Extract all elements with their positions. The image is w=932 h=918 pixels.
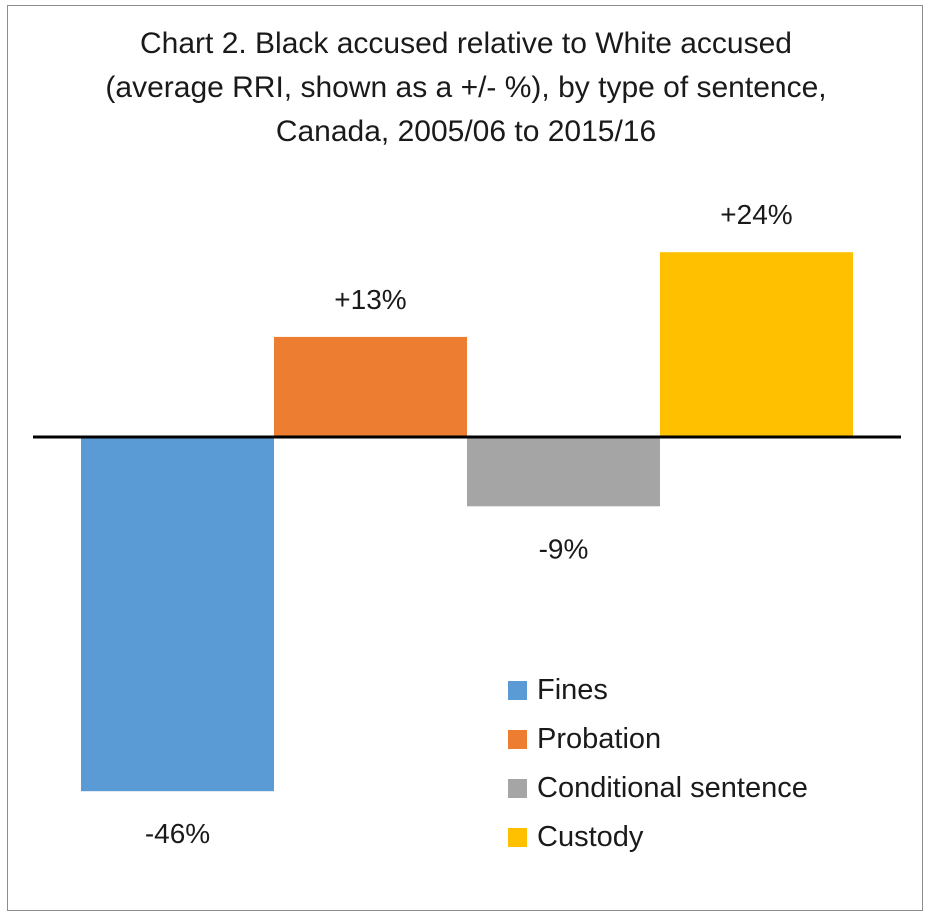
bar-probation — [274, 336, 467, 437]
bar-conditional-sentence — [467, 437, 660, 507]
legend-item-custody: Custody — [508, 813, 808, 862]
legend-swatch-probation — [508, 730, 527, 749]
data-label-conditional-sentence: -9% — [539, 533, 589, 564]
legend-label-custody: Custody — [537, 821, 644, 853]
legend-label-probation: Probation — [537, 723, 662, 755]
legend-item-conditional-sentence: Conditional sentence — [508, 764, 808, 813]
legend-item-fines: Fines — [508, 666, 808, 715]
chart-title-line-3: Canada, 2005/06 to 2015/16 — [275, 115, 657, 148]
chart-legend: Fines Probation Conditional sentence Custod… — [508, 666, 808, 862]
chart-title: Chart 2. Black accused relative to White… — [0, 22, 932, 154]
bar-custody — [660, 252, 853, 437]
data-label-probation: +13% — [334, 284, 406, 315]
legend-swatch-conditional-sentence — [508, 779, 527, 798]
legend-label-conditional-sentence: Conditional sentence — [537, 772, 808, 804]
chart-title-line-1: Chart 2. Black accused relative to White… — [140, 27, 792, 60]
legend-swatch-custody — [508, 828, 527, 847]
legend-swatch-fines — [508, 681, 527, 700]
legend-item-probation: Probation — [508, 715, 808, 764]
data-label-fines: -46% — [145, 818, 210, 849]
bar-fines — [81, 437, 274, 792]
chart-title-line-2: (average RRI, shown as a +/- %), by type… — [105, 71, 827, 104]
legend-label-fines: Fines — [537, 674, 608, 706]
data-label-custody: +24% — [720, 199, 792, 230]
